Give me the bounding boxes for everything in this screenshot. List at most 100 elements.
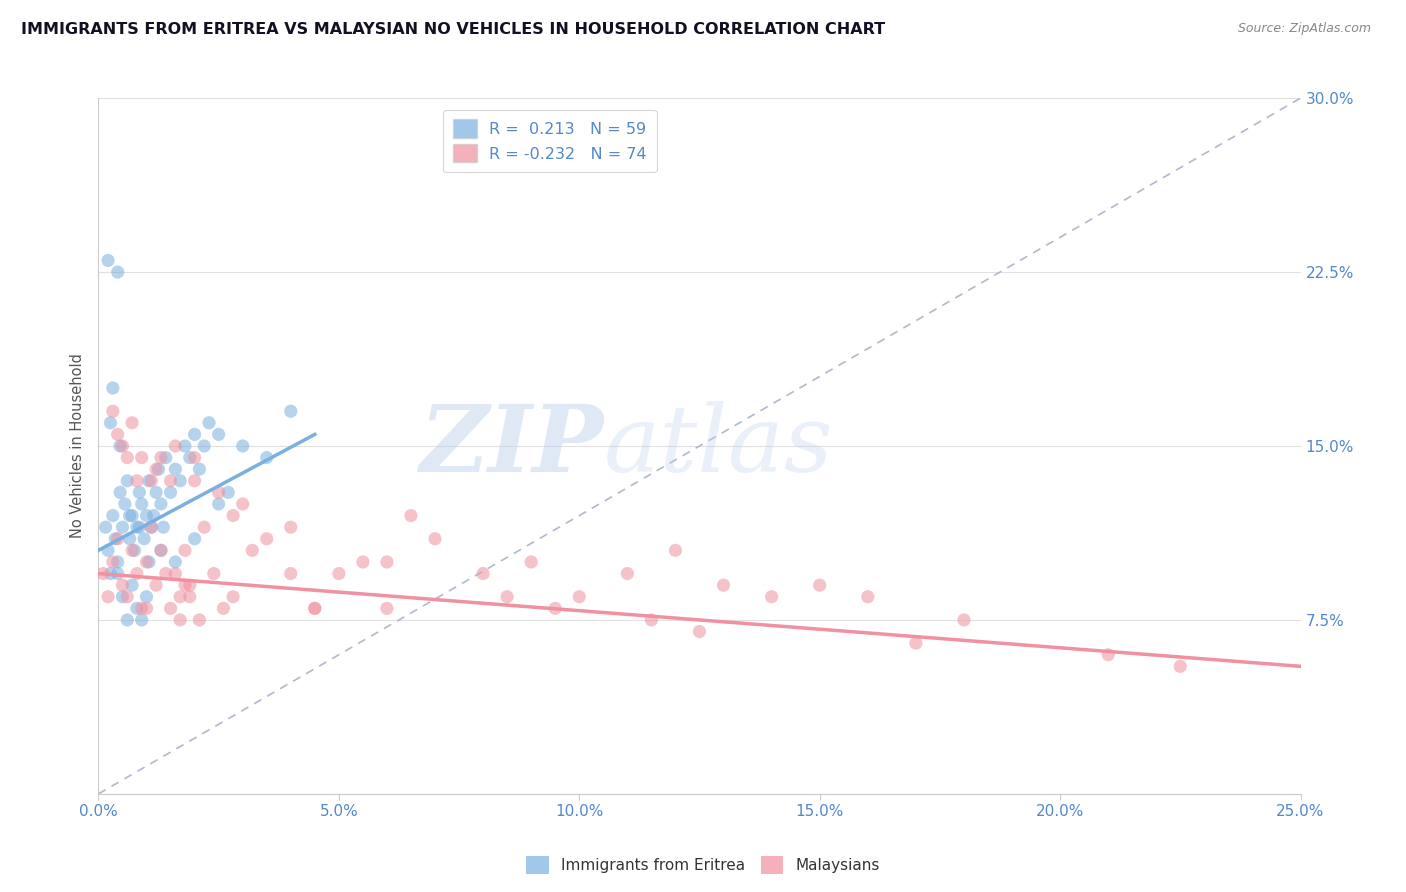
Point: [121, 543, 143, 558]
Point: [107, 427, 129, 442]
Point: [423, 532, 446, 546]
Point: [232, 497, 254, 511]
Point: [169, 474, 191, 488]
Point: [1170, 659, 1192, 673]
Point: [155, 450, 177, 465]
Point: [149, 543, 172, 558]
Point: [97, 590, 120, 604]
Point: [304, 601, 326, 615]
Point: [141, 474, 163, 488]
Point: [352, 555, 374, 569]
Point: [222, 508, 245, 523]
Point: [496, 590, 519, 604]
Point: [138, 555, 160, 569]
Point: [208, 427, 231, 442]
Point: [101, 381, 124, 395]
Point: [713, 578, 735, 592]
Point: [159, 485, 181, 500]
Point: [280, 566, 302, 581]
Point: [472, 566, 495, 581]
Point: [640, 613, 662, 627]
Point: [165, 555, 187, 569]
Point: [149, 450, 172, 465]
Point: [375, 601, 398, 615]
Point: [202, 566, 225, 581]
Point: [149, 543, 172, 558]
Point: [544, 601, 567, 615]
Point: [111, 439, 134, 453]
Point: [91, 566, 114, 581]
Point: [125, 601, 148, 615]
Point: [174, 439, 197, 453]
Point: [761, 590, 783, 604]
Point: [188, 613, 211, 627]
Point: [145, 485, 167, 500]
Text: IMMIGRANTS FROM ERITREA VS MALAYSIAN NO VEHICLES IN HOUSEHOLD CORRELATION CHART: IMMIGRANTS FROM ERITREA VS MALAYSIAN NO …: [21, 22, 886, 37]
Point: [141, 520, 163, 534]
Text: atlas: atlas: [603, 401, 832, 491]
Point: [169, 590, 191, 604]
Point: [149, 497, 172, 511]
Point: [128, 485, 150, 500]
Point: [159, 474, 181, 488]
Point: [217, 485, 239, 500]
Point: [131, 450, 153, 465]
Point: [135, 601, 157, 615]
Point: [520, 555, 543, 569]
Point: [183, 532, 205, 546]
Point: [107, 265, 129, 279]
Point: [212, 601, 235, 615]
Point: [174, 543, 197, 558]
Point: [101, 555, 124, 569]
Point: [222, 590, 245, 604]
Point: [304, 601, 326, 615]
Point: [179, 590, 201, 604]
Point: [152, 520, 174, 534]
Point: [97, 253, 120, 268]
Point: [240, 543, 263, 558]
Point: [145, 462, 167, 476]
Point: [256, 532, 278, 546]
Point: [135, 590, 157, 604]
Point: [142, 508, 165, 523]
Point: [165, 566, 187, 581]
Text: Source: ZipAtlas.com: Source: ZipAtlas.com: [1237, 22, 1371, 36]
Point: [808, 578, 831, 592]
Point: [132, 532, 155, 546]
Point: [179, 578, 201, 592]
Point: [131, 601, 153, 615]
Point: [188, 462, 211, 476]
Point: [280, 404, 302, 418]
Point: [118, 532, 141, 546]
Point: [128, 520, 150, 534]
Point: [198, 416, 221, 430]
Point: [138, 474, 160, 488]
Point: [193, 439, 215, 453]
Point: [145, 578, 167, 592]
Point: [118, 508, 141, 523]
Point: [121, 508, 143, 523]
Point: [131, 497, 153, 511]
Point: [104, 532, 127, 546]
Point: [107, 532, 129, 546]
Point: [135, 508, 157, 523]
Point: [97, 543, 120, 558]
Point: [111, 590, 134, 604]
Point: [108, 439, 131, 453]
Point: [399, 508, 422, 523]
Point: [107, 566, 129, 581]
Point: [689, 624, 711, 639]
Point: [179, 450, 201, 465]
Point: [101, 404, 124, 418]
Point: [117, 450, 139, 465]
Point: [117, 613, 139, 627]
Point: [174, 578, 197, 592]
Point: [131, 613, 153, 627]
Point: [159, 601, 181, 615]
Point: [148, 462, 170, 476]
Point: [183, 474, 205, 488]
Point: [125, 520, 148, 534]
Point: [208, 497, 231, 511]
Point: [117, 590, 139, 604]
Point: [856, 590, 879, 604]
